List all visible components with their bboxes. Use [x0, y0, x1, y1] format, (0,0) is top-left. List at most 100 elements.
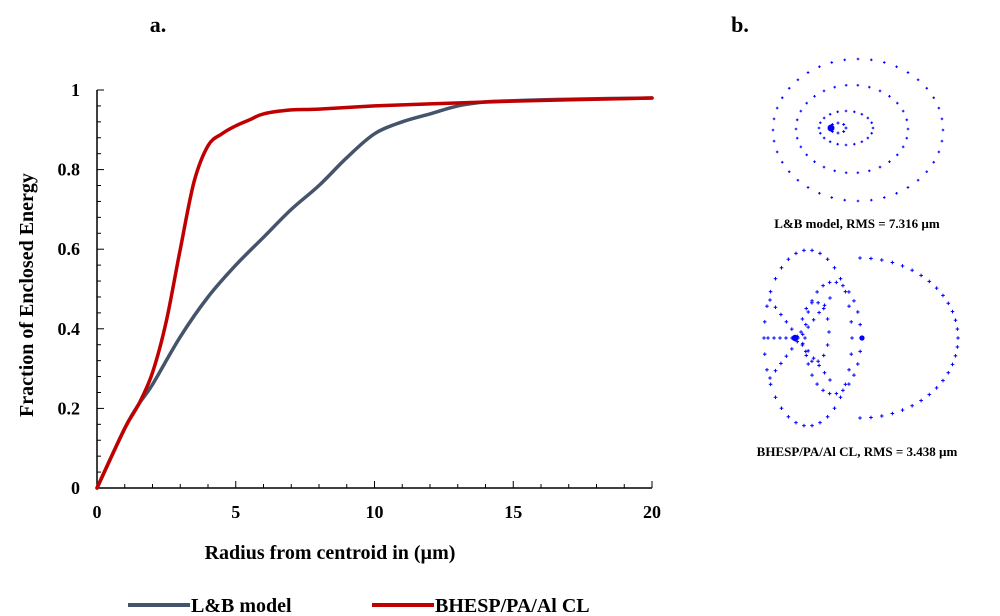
spot-point [888, 95, 891, 98]
spot-point [941, 293, 945, 298]
y-tick-label: 0.8 [58, 160, 81, 180]
spot-point [832, 406, 837, 411]
spot-point [818, 420, 822, 425]
y-axis-title: Fraction of Enclosed Energy [16, 173, 38, 417]
spot-point [934, 286, 939, 290]
spot-point [858, 349, 862, 354]
spot-point [836, 131, 840, 135]
spot-point [956, 336, 960, 340]
spot-point [773, 276, 778, 281]
spot-point [775, 106, 779, 110]
spot-point [858, 416, 862, 420]
spot-point [870, 131, 873, 135]
spot-point [843, 198, 847, 202]
spot-point [900, 264, 905, 268]
spot-point [844, 143, 848, 147]
enclosed-energy-chart: 0 0.2 0.4 0.6 0.8 1 0 5 10 15 20 Radius from cent… [16, 80, 661, 564]
panel-label-a: a. [150, 12, 167, 37]
spot-point [937, 106, 941, 110]
spot-caption-bhesp: BHESP/PA/Al CL, RMS = 3.438 µm [757, 444, 958, 459]
spot-point [910, 268, 914, 273]
spot-point [780, 96, 784, 100]
spot-point [803, 336, 807, 340]
spot-point [827, 280, 832, 285]
spot-point [878, 165, 882, 169]
spot-point [800, 317, 805, 321]
spot-point [768, 298, 772, 302]
spot-point [950, 362, 955, 367]
spot-point [901, 109, 905, 113]
y-tick-label: 0.4 [58, 319, 81, 339]
spot-point [786, 257, 791, 262]
x-tick-label: 5 [231, 502, 240, 522]
spot-point [927, 392, 932, 397]
spot-point [847, 382, 851, 386]
spot-point [817, 310, 821, 315]
spot-point [772, 139, 776, 143]
spot-point [888, 160, 891, 163]
spot-point [794, 420, 798, 425]
spot-point [784, 336, 788, 340]
spot-point [822, 116, 826, 120]
spot-point [896, 101, 899, 105]
x-axis-title: Radius from centroid in (µm) [205, 542, 456, 564]
spot-point [794, 127, 798, 131]
spot-point [806, 310, 811, 314]
spot-point [932, 96, 936, 100]
spot-point [890, 411, 895, 416]
spot-point [910, 403, 914, 408]
panel-label-b: b. [731, 12, 749, 37]
spot-point [869, 415, 873, 420]
spot-point [811, 318, 816, 322]
spot-point [827, 330, 831, 334]
spot-point [842, 130, 846, 134]
spot-point [847, 290, 851, 294]
spot-point [795, 136, 799, 140]
spot-point [869, 198, 873, 202]
spot-point [830, 61, 834, 64]
spot-point [940, 139, 944, 143]
spot-point [795, 339, 800, 344]
legend: L&B model BHESP/PA/Al CL [128, 595, 590, 616]
series-line-lb [95, 96, 654, 490]
y-tick-label: 0.6 [58, 239, 81, 259]
spot-point [817, 126, 821, 130]
spot-point [830, 196, 834, 199]
spot-point [815, 290, 819, 294]
spot-point [795, 118, 799, 122]
spot-point [806, 362, 811, 366]
spot-point [821, 306, 826, 311]
spot-point [852, 373, 856, 377]
spot-point [800, 341, 805, 346]
spot-diagram-bhesp [762, 248, 960, 428]
spot-point [953, 354, 958, 358]
spot-point [806, 71, 810, 74]
spot-point [844, 171, 848, 175]
spot-point [780, 160, 784, 164]
legend-item-bhesp: BHESP/PA/Al CL [372, 595, 590, 616]
spot-point [796, 178, 800, 182]
spot-point [802, 248, 806, 253]
spot-point [937, 150, 941, 154]
spot-point [866, 116, 870, 120]
spot-point [834, 280, 839, 285]
spot-point [810, 373, 814, 377]
spot-point [868, 169, 871, 173]
spot-point [815, 382, 819, 386]
spot-point [828, 112, 832, 116]
spot-caption-lb: L&B model, RMS = 7.316 µm [774, 216, 940, 231]
spot-point [822, 136, 826, 140]
spot-point [762, 352, 767, 356]
spot-point [768, 289, 773, 294]
spot-point [844, 83, 848, 87]
spot-point [762, 320, 767, 324]
spot-point [828, 296, 832, 300]
spot-point [844, 109, 848, 113]
spot-point [822, 303, 827, 308]
spot-point [810, 423, 814, 428]
spot-point [834, 391, 839, 396]
spot-point [853, 142, 856, 146]
spot-point [825, 257, 830, 262]
spot-center [859, 335, 865, 341]
spot-point [805, 153, 808, 157]
